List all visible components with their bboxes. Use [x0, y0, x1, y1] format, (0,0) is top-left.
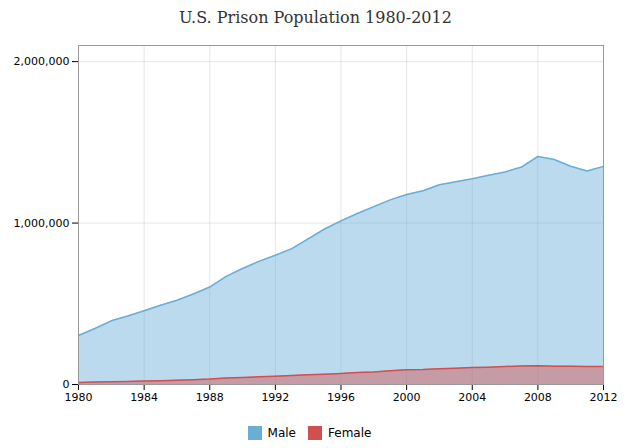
html-text:Female: Female — [328, 425, 372, 440]
svg-text:2,000,000: 2,000,000 — [14, 55, 70, 68]
svg-text:1996: 1996 — [327, 391, 355, 404]
svg-text:0: 0 — [63, 378, 70, 391]
svg-text:1,000,000: 1,000,000 — [14, 217, 70, 230]
svg-text:1992: 1992 — [261, 391, 289, 404]
svg-text:1988: 1988 — [196, 391, 224, 404]
svg-text:2000: 2000 — [393, 391, 421, 404]
svg-text:2004: 2004 — [458, 391, 486, 404]
svg-text:1984: 1984 — [130, 391, 158, 404]
html-text:U.S. Prison Population 1980-20: U.S. Prison Population 1980-2012 — [179, 8, 452, 27]
html-text:Male: Male — [267, 425, 296, 440]
svg-text:2008: 2008 — [524, 391, 552, 404]
svg-text:2012: 2012 — [590, 391, 618, 404]
svg-text:1980: 1980 — [65, 391, 93, 404]
